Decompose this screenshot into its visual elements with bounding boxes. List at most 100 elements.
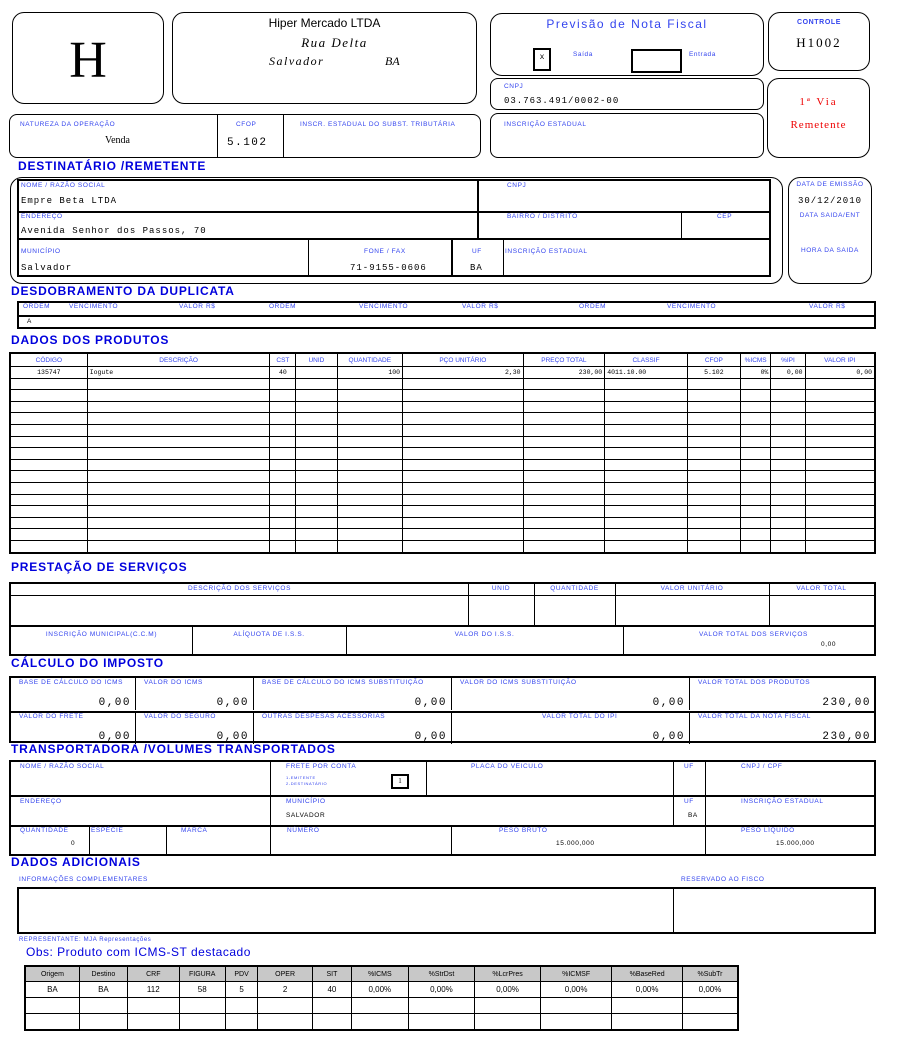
table-cell: [522, 458, 606, 472]
table-cell: [295, 400, 338, 414]
table-cell: [402, 528, 524, 541]
table-row: [9, 435, 876, 449]
table-cell: [770, 493, 806, 507]
table-row: [9, 377, 876, 391]
table-cell: [78, 1013, 128, 1031]
quantidade-value: 0: [71, 840, 76, 847]
table-cell: [739, 505, 772, 518]
servicos-valor-unit-label: VALOR UNITÁRIO: [660, 585, 724, 592]
dest-municipio-label: MUNICÍPIO: [21, 248, 61, 255]
servicos-box: DESCRIÇÃO DOS SERVIÇOS UNID QUANTIDADE V…: [9, 582, 876, 656]
frete-opt2: 2-DESTINATÁRIO: [286, 781, 328, 786]
company-street: Rua Delta: [301, 35, 368, 50]
table-cell: 40: [311, 981, 352, 998]
table-row: [9, 539, 876, 554]
table-cell: [686, 412, 741, 425]
imposto-label: VALOR DO ICMS SUBSTITUIÇÃO: [460, 679, 577, 686]
controle-value: H1002: [796, 35, 842, 50]
table-cell: 0,00%: [681, 981, 739, 998]
table-cell: [336, 423, 404, 437]
transp-municipio: SALVADOR: [286, 812, 326, 819]
total-servicos-label: VALOR TOTAL DOS SERVIÇOS: [699, 631, 808, 638]
table-cell: [295, 493, 338, 507]
table-cell: [604, 377, 688, 391]
imposto-value: 0,00: [414, 697, 447, 709]
table-cell: [770, 528, 806, 541]
via-line1: 1ª Via: [799, 96, 838, 108]
table-cell: [804, 447, 876, 460]
table-cell: [9, 493, 88, 507]
frete-opt1: 1-EMITENTE: [286, 775, 316, 780]
table-cell: [402, 400, 524, 414]
table-cell: BA: [24, 981, 80, 998]
table-cell: [402, 412, 524, 425]
table-cell: [224, 1013, 259, 1031]
table-cell: [686, 377, 741, 391]
imposto-cell: VALOR TOTAL DA NOTA FISCAL 230,00: [689, 712, 875, 744]
table-cell: [336, 516, 404, 530]
table-cell: [770, 389, 806, 402]
table-cell: [9, 539, 88, 554]
table-cell: 0,00%: [539, 981, 613, 998]
table-cell: [686, 528, 741, 541]
table-cell: [611, 1013, 683, 1031]
column-header: DESCRIÇÃO: [86, 352, 271, 367]
table-cell: [474, 997, 541, 1014]
column-header: %IPI: [770, 352, 806, 367]
table-cell: [407, 1013, 476, 1031]
table-cell: 4011.10.00: [604, 366, 688, 379]
imposto-value: 0,00: [98, 731, 131, 743]
cnpj-box: CNPJ 03.763.491/0002-00: [490, 78, 764, 110]
imposto-label: BASE DE CÁLCULO DO ICMS SUBSTITUIÇÃO: [262, 679, 424, 686]
imposto-cell: VALOR DO ICMS 0,00: [135, 678, 253, 710]
table-row: [9, 516, 876, 530]
via-box: 1ª Via Remetente: [767, 78, 870, 158]
data-saida-label: DATA SAIDA/ENT: [799, 212, 861, 219]
table-header-row: CÓDIGO DESCRIÇÃO CST UNID QUANTIDADE PÇO UNIT…: [9, 352, 876, 367]
column-header: Destino: [78, 965, 128, 982]
table-cell: [224, 997, 259, 1014]
imposto-box: BASE DE CÁLCULO DO ICMS 0,00 VALOR DO ICMS…: [9, 676, 876, 744]
entrada-checkbox[interactable]: [631, 49, 682, 73]
duplicata-header: VENCIMENTO: [667, 303, 717, 310]
table-cell: [604, 412, 688, 425]
table-cell: 0,00%: [474, 981, 541, 998]
table-row: [9, 412, 876, 425]
saida-checkbox[interactable]: x: [533, 48, 551, 71]
table-cell: [269, 470, 297, 483]
dest-municipio: Salvador: [21, 263, 73, 273]
table-cell: [336, 447, 404, 460]
table-cell: 112: [126, 981, 180, 998]
table-cell: [604, 447, 688, 460]
column-header: SIT: [311, 965, 352, 982]
table-cell: [269, 505, 297, 518]
imposto-cell: VALOR DO ICMS SUBSTITUIÇÃO 0,00: [451, 678, 689, 710]
table-cell: [9, 389, 88, 402]
table-cell: [686, 470, 741, 483]
dest-endereco-label: ENDEREÇO: [21, 213, 63, 220]
imposto-cell: VALOR DO FRETE 0,00: [11, 712, 135, 744]
table-cell: [739, 412, 772, 425]
table-cell: [686, 481, 741, 495]
table-cell: [402, 389, 524, 402]
imposto-cell: VALOR TOTAL DOS PRODUTOS 230,00: [689, 678, 875, 710]
table-cell: [86, 470, 271, 483]
table-cell: [739, 539, 772, 554]
table-cell: [178, 997, 226, 1014]
transp-endereco-label: ENDEREÇO: [20, 798, 62, 805]
servicos-unid-label: UNID: [491, 585, 511, 592]
table-cell: [770, 447, 806, 460]
table-cell: [178, 1013, 226, 1031]
frete-value[interactable]: 1: [391, 774, 409, 789]
table-cell: [295, 435, 338, 449]
table-cell: [604, 470, 688, 483]
table-cell: [804, 539, 876, 554]
table-cell: [686, 389, 741, 402]
table-cell: [269, 539, 297, 554]
table-cell: [295, 516, 338, 530]
table-cell: [686, 423, 741, 437]
table-cell: [86, 516, 271, 530]
adicionais-heading: DADOS ADICIONAIS: [11, 855, 141, 869]
transp-cnpj-label: CNPJ / CPF: [741, 763, 783, 770]
table-cell: 40: [269, 366, 297, 379]
